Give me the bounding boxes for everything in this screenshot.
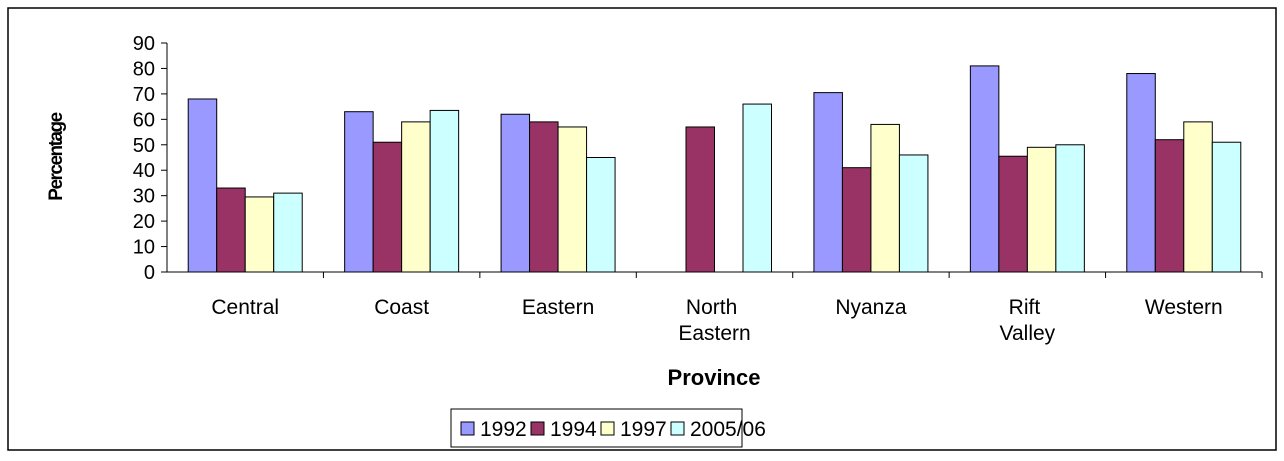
x-tick-label: Coast [374,296,429,319]
legend-swatch [600,421,615,436]
bar [244,196,275,273]
x-tick-label: Eastern [522,296,594,319]
y-tick-label: 60 [133,109,155,131]
x-tick-label: Central [211,296,279,319]
bar [529,121,559,273]
bar [1126,73,1156,273]
bar [216,187,246,273]
legend-box [450,408,743,448]
bar [813,92,843,273]
bar [557,126,588,273]
x-tick-label: Western [1145,296,1223,319]
legend-label: 1997 [620,418,667,441]
y-tick-label: 90 [133,33,155,55]
bar [1211,141,1242,273]
bar [870,123,900,273]
bar [685,126,715,273]
bar [998,155,1028,273]
legend-label: 1992 [480,418,527,441]
legend-label: 2005/06 [690,418,766,441]
bar [898,154,929,273]
legend: 1992 1994 1997 2005/06 [450,408,766,448]
bar [742,103,772,273]
bar [273,192,303,273]
y-tick-label: 30 [133,186,155,208]
bar [500,113,531,273]
y-tick-label: 70 [133,84,155,106]
x-tick-label: Nyanza [835,296,907,319]
y-tick-label: 40 [133,160,155,182]
legend-swatch [670,421,685,436]
x-axis-label: Province [668,365,761,390]
bar [1183,121,1213,273]
legend-swatch [530,421,545,436]
y-tick-label: 20 [133,211,155,233]
bar [372,141,403,273]
bar [429,109,460,273]
legend-swatch [460,421,475,436]
bar [401,121,431,273]
y-tick-label: 0 [144,262,155,284]
y-axis-label: Percentage [46,112,67,200]
y-tick-label: 80 [133,58,155,80]
bar [1154,139,1185,273]
bar [1055,144,1085,273]
y-tick-label: 10 [133,237,155,259]
bar [586,157,616,273]
bar [969,65,1000,273]
bar [841,167,872,273]
bar [187,98,218,273]
y-tick-label: 50 [133,135,155,157]
x-tick-label: North Eastern [678,296,750,345]
bar [344,111,374,273]
x-tick-label: Rift Valley [1000,296,1056,345]
bar [1026,146,1057,273]
legend-label: 1994 [550,418,597,441]
